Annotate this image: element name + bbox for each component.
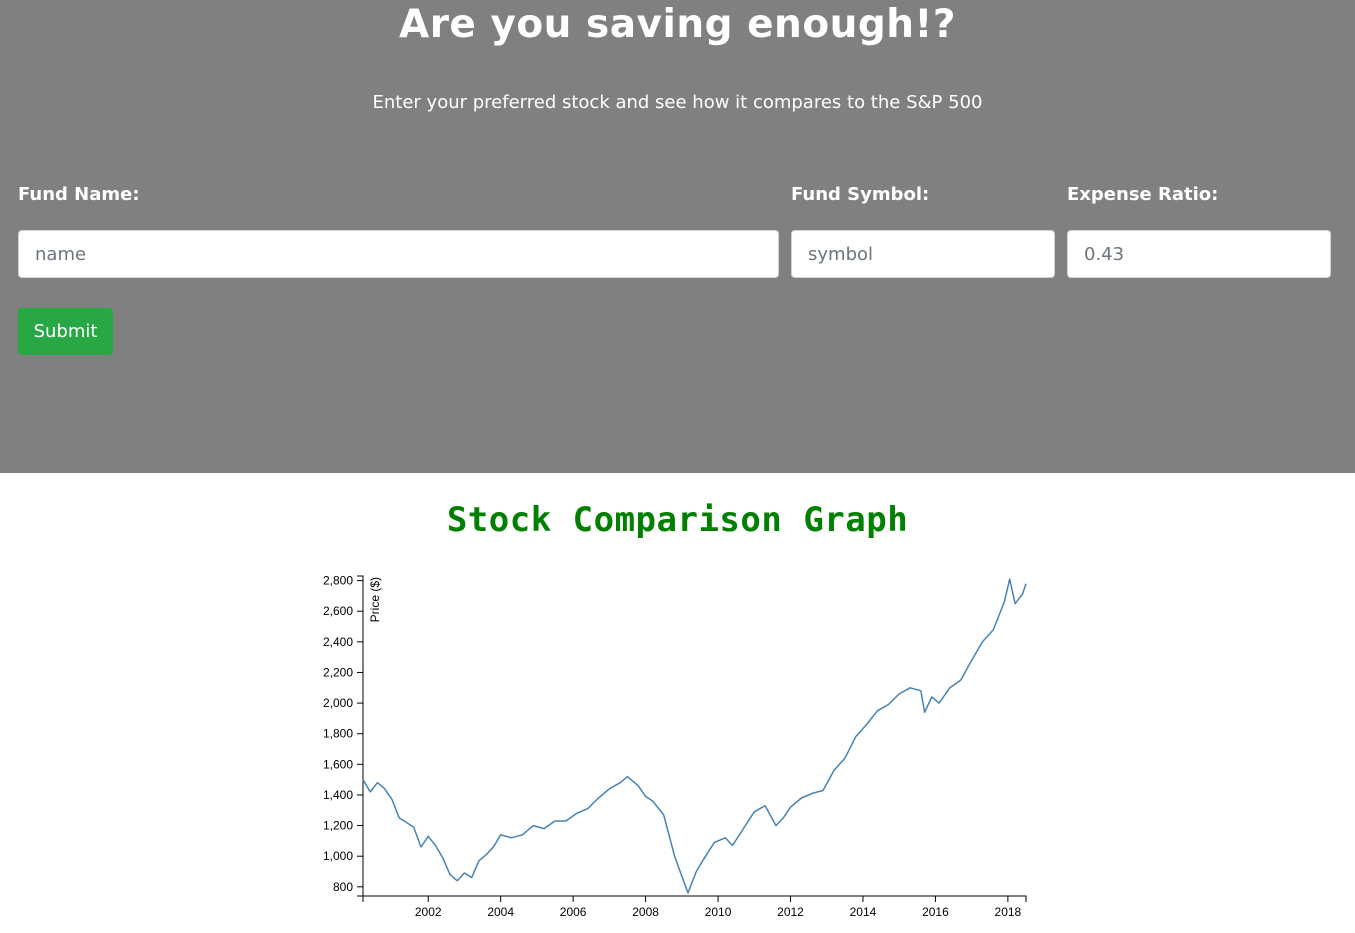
y-axis-label: Price ($) (368, 577, 382, 622)
fund-name-input[interactable] (18, 230, 779, 278)
hero-banner: Are you saving enough!? Enter your prefe… (0, 0, 1355, 473)
y-tick-label: 1,200 (323, 819, 353, 833)
y-tick-label: 2,600 (323, 604, 353, 618)
expense-ratio-input[interactable] (1067, 230, 1331, 278)
y-tick-label: 800 (333, 880, 353, 894)
y-tick-label: 2,400 (323, 635, 353, 649)
x-tick-label: 2008 (632, 905, 659, 919)
x-tick-label: 2018 (995, 905, 1022, 919)
page-title: Are you saving enough!? (399, 2, 956, 47)
y-tick-label: 1,000 (323, 849, 353, 863)
x-tick-label: 2016 (922, 905, 949, 919)
x-tick-label: 2012 (777, 905, 804, 919)
y-tick-label: 2,800 (323, 574, 353, 588)
expense-ratio-label: Expense Ratio: (1067, 184, 1219, 205)
x-tick-label: 2004 (487, 905, 514, 919)
y-tick-label: 1,400 (323, 788, 353, 802)
page-subtitle: Enter your preferred stock and see how i… (372, 92, 983, 113)
y-axis: 800 1,000 1,200 1,400 1,600 1,800 2,000 2,200 2,… (323, 574, 382, 897)
y-tick-label: 2,000 (323, 696, 353, 710)
fund-symbol-input[interactable] (791, 230, 1055, 278)
price-series-line (362, 578, 1027, 894)
y-axis-line (357, 575, 364, 897)
chart-title: Stock Comparison Graph (446, 500, 909, 540)
stock-comparison-chart: 2002 2004 2006 2008 2010 2012 2014 2016 2018 800 1… (323, 574, 1027, 919)
x-axis: 2002 2004 2006 2008 2010 2012 2014 2016 2018 (362, 895, 1027, 919)
x-axis-line (362, 895, 1027, 902)
y-tick-label: 1,600 (323, 757, 353, 771)
submit-button[interactable]: Submit (18, 308, 113, 355)
x-tick-label: 2010 (705, 905, 732, 919)
x-tick-label: 2014 (850, 905, 877, 919)
fund-symbol-label: Fund Symbol: (791, 184, 930, 205)
y-tick-label: 2,200 (323, 665, 353, 679)
x-tick-label: 2006 (560, 905, 587, 919)
x-tick-label: 2002 (415, 905, 442, 919)
y-tick-label: 1,800 (323, 727, 353, 741)
fund-name-label: Fund Name: (18, 184, 140, 205)
